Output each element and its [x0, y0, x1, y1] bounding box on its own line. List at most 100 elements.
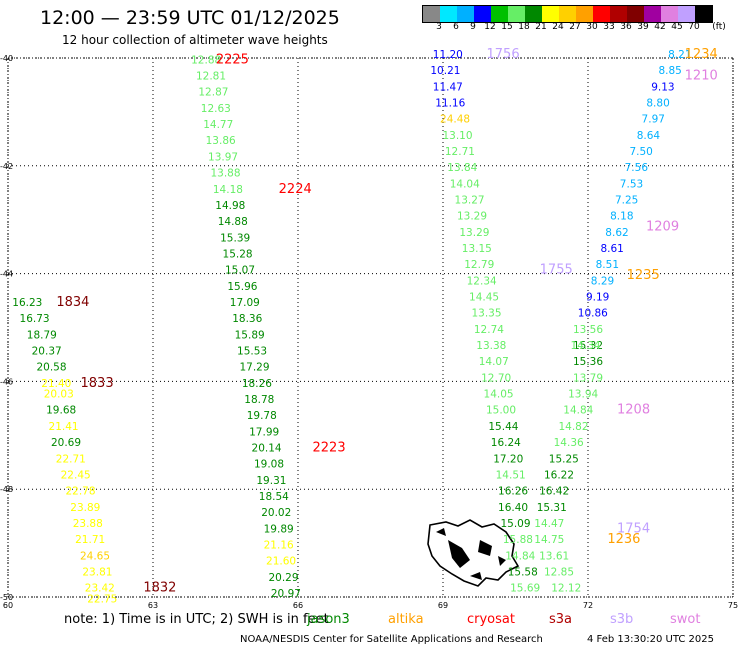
wave-height-value: 14.18	[213, 184, 243, 196]
wave-height-value: 15.09	[500, 518, 530, 530]
wave-height-value: 16.73	[20, 313, 50, 325]
wave-height-value: 12.70	[481, 372, 511, 384]
wave-height-value: 16.23	[12, 297, 42, 309]
wave-height-value: 7.25	[615, 195, 638, 207]
wave-height-value: 19.31	[256, 475, 286, 487]
longitude-label: 72	[583, 601, 593, 610]
wave-height-value: 15.89	[235, 329, 265, 341]
wave-height-value: 21.60	[266, 556, 296, 568]
map-title: 12:00 — 23:59 UTC 01/12/2025	[40, 7, 340, 29]
wave-height-value: 12.81	[196, 71, 226, 83]
wave-height-value: 24.65	[80, 550, 110, 562]
wave-height-value: 13.94	[568, 389, 598, 401]
wave-height-value: 10.86	[578, 308, 608, 320]
color-swatch	[491, 6, 508, 22]
wave-height-value: 8.80	[646, 98, 669, 110]
color-swatch	[695, 6, 712, 22]
track-1754: 1754	[617, 521, 650, 536]
wave-height-value: 7.56	[625, 162, 649, 174]
latitude-label: -46	[0, 377, 13, 386]
wave-height-value: 20.69	[51, 437, 81, 449]
wave-height-value: 17.09	[230, 297, 260, 309]
wave-height-value: 14.45	[469, 292, 499, 304]
wave-height-value: 16.22	[544, 469, 574, 481]
wave-height-value: 15.69	[510, 583, 540, 595]
pass-label: 1832	[143, 581, 176, 596]
wave-height-value: 20.29	[268, 572, 298, 584]
color-swatch	[610, 6, 627, 22]
pass-label: 1210	[685, 69, 718, 84]
wave-height-value: 13.84	[447, 162, 477, 174]
map-frame	[7, 57, 734, 598]
wave-height-value: 14.84	[563, 405, 593, 417]
wave-height-value: 21.71	[75, 534, 105, 546]
wave-height-value: 22.45	[61, 469, 91, 481]
wave-height-value: 14.05	[484, 389, 514, 401]
longitude-label: 63	[148, 601, 158, 610]
color-swatch	[423, 6, 440, 22]
pass-label: 1833	[81, 376, 114, 391]
wave-height-value: 15.58	[508, 566, 538, 578]
wave-height-value: 13.86	[206, 135, 236, 147]
track-1209: 1209	[646, 219, 679, 234]
latitude-label: -50	[0, 593, 13, 602]
wave-height-value: 23.81	[82, 566, 112, 578]
wave-height-value: 19.68	[46, 405, 76, 417]
color-swatch	[508, 6, 525, 22]
wave-height-value: 13.79	[573, 372, 603, 384]
wave-height-value: 14.47	[534, 518, 564, 530]
pass-label: 1755	[540, 263, 573, 278]
wave-height-value: 13.27	[455, 195, 485, 207]
wave-height-value: 23.88	[73, 518, 103, 530]
color-scale-label: 21	[535, 22, 547, 32]
color-scale-labels: 3 6 9 12 15 18 21 24 27 30 33 36 39 42 45 70 (ft)	[422, 22, 740, 36]
color-swatch	[559, 6, 576, 22]
wave-height-value: 14.84	[505, 550, 535, 562]
wave-height-value: 19.78	[247, 410, 277, 422]
wave-height-value: 22.78	[65, 486, 95, 498]
wave-height-value: 12.79	[464, 259, 494, 271]
wave-height-value: 17.99	[249, 426, 279, 438]
pass-label: 1209	[646, 219, 679, 234]
color-scale-label: 70	[688, 22, 700, 32]
color-scale-label: 27	[569, 22, 581, 32]
wave-height-value: 20.14	[252, 442, 282, 454]
wave-height-value: 15.25	[549, 453, 579, 465]
wave-height-map: 60 63 66 69 72 75 -40 -42 -44 -46 -48 -50 16.23 16.7…	[0, 47, 738, 610]
wave-height-value: 22.71	[56, 453, 86, 465]
wave-height-value: 15.00	[486, 405, 516, 417]
track-2225: 12.88 12.81 12.87 12.63 14.77 13.86 13.97 13.88…	[191, 52, 301, 600]
wave-height-value: 19.89	[264, 523, 294, 535]
wave-height-value: 21.41	[49, 421, 79, 433]
wave-height-value: 9.13	[651, 81, 674, 93]
color-scale-label: 6	[453, 22, 459, 32]
wave-height-value: 15.32	[573, 340, 603, 352]
color-scale-label: 39	[637, 22, 649, 32]
wave-height-value: 12.74	[474, 324, 504, 336]
wave-height-value: 12.85	[544, 566, 574, 578]
pass-label: 1754	[617, 521, 650, 536]
wave-height-value: 7.53	[620, 178, 643, 190]
color-swatch	[576, 6, 593, 22]
wave-height-value: 11.16	[435, 98, 465, 110]
color-scale-label: 42	[654, 22, 666, 32]
pass-label: 1208	[617, 403, 650, 418]
wave-height-value: 20.37	[32, 345, 62, 357]
color-scale-label: 15	[501, 22, 513, 32]
wave-height-value: 15.39	[220, 232, 250, 244]
wave-height-value: 18.36	[232, 313, 262, 325]
longitude-label: 75	[728, 601, 738, 610]
color-scale-label: 30	[586, 22, 598, 32]
wave-height-value: 15.28	[223, 248, 253, 260]
track-1832: 22.75 1832	[87, 581, 176, 606]
wave-height-value: 15.07	[225, 265, 255, 277]
color-swatch	[661, 6, 678, 22]
color-swatch	[525, 6, 542, 22]
wave-height-value: 23.89	[70, 502, 100, 514]
wave-height-value: 20.58	[36, 362, 66, 374]
footer-credit: NOAA/NESDIS Center for Satellite Applica…	[240, 634, 543, 645]
wave-height-value: 22.75	[87, 593, 117, 605]
color-scale-label: 24	[552, 22, 564, 32]
color-swatch	[593, 6, 610, 22]
